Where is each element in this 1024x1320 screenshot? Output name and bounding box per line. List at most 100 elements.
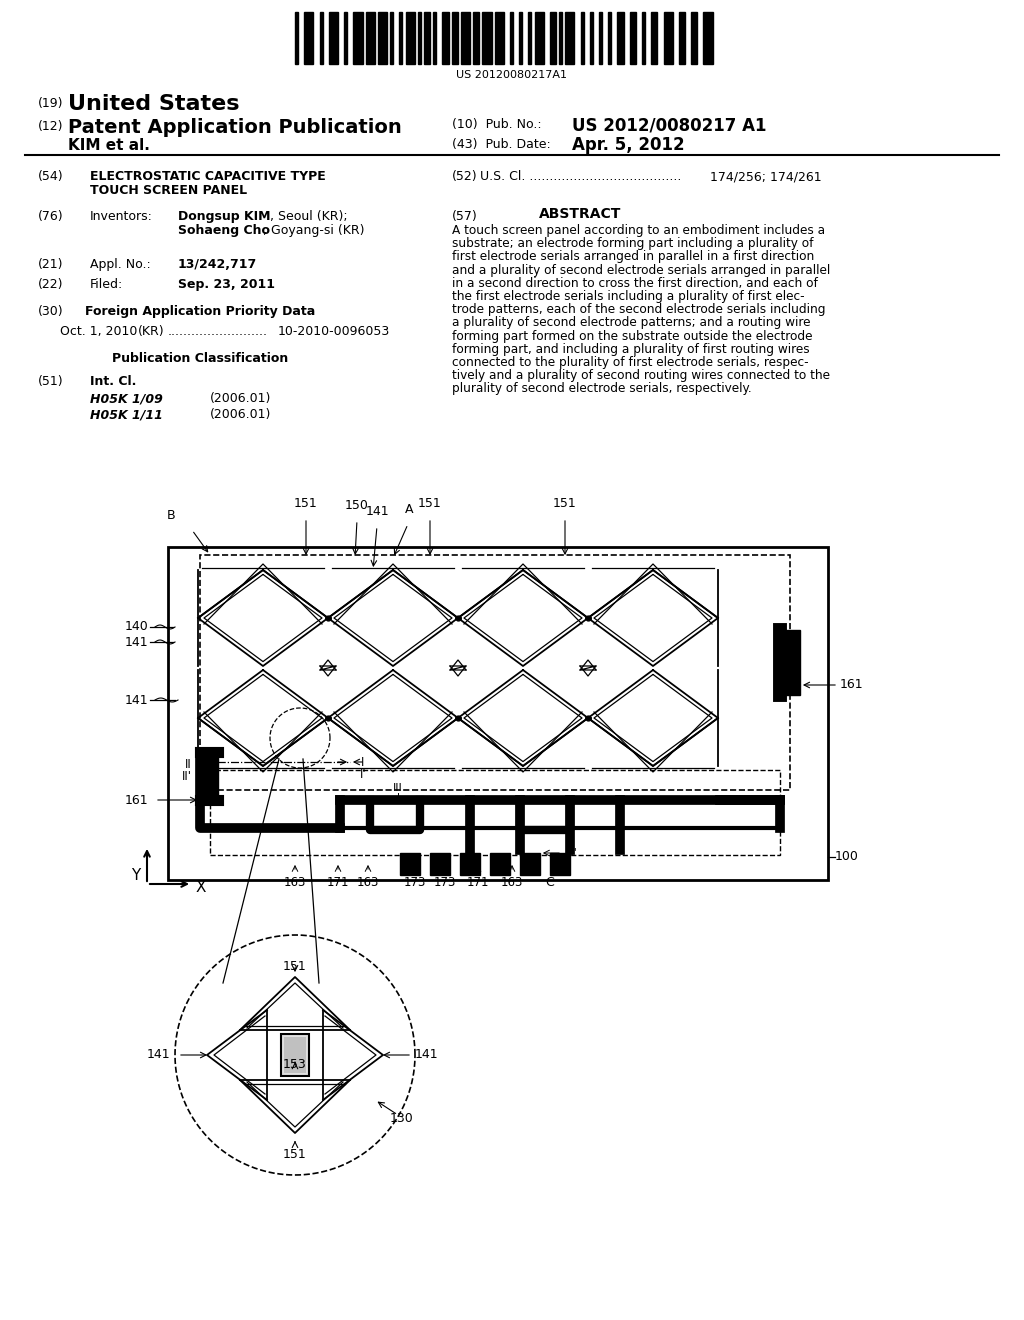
Bar	[679, 12, 685, 63]
Text: TOUCH SCREEN PANEL: TOUCH SCREEN PANEL	[90, 183, 247, 197]
Text: United States: United States	[68, 94, 240, 114]
Text: .........................: .........................	[168, 325, 268, 338]
Text: U.S. Cl. ......................................: U.S. Cl. ...............................…	[480, 170, 681, 183]
Bar	[559, 12, 562, 63]
Bar	[424, 12, 430, 63]
Bar	[490, 853, 510, 875]
Text: 151: 151	[553, 498, 577, 510]
Text: 163: 163	[501, 876, 523, 888]
Text: 151: 151	[294, 498, 317, 510]
Text: (21): (21)	[38, 257, 63, 271]
Bar	[442, 12, 449, 63]
Text: a plurality of second electrode patterns; and a routing wire: a plurality of second electrode patterns…	[452, 317, 811, 330]
Text: 173: 173	[403, 876, 426, 888]
Bar	[210, 770, 780, 855]
Bar	[565, 12, 574, 63]
Text: (52): (52)	[452, 170, 477, 183]
Text: US 20120080217A1: US 20120080217A1	[457, 70, 567, 81]
Text: Apr. 5, 2012: Apr. 5, 2012	[572, 136, 685, 154]
Bar	[281, 1034, 309, 1076]
Text: , Seoul (KR);: , Seoul (KR);	[270, 210, 347, 223]
Bar	[535, 12, 544, 63]
Bar	[353, 12, 362, 63]
Text: 130: 130	[390, 1111, 414, 1125]
Bar	[780, 630, 800, 696]
Text: H05K 1/11: H05K 1/11	[90, 408, 163, 421]
Text: II: II	[185, 758, 193, 771]
Bar	[406, 12, 415, 63]
Text: B: B	[166, 510, 175, 521]
Text: and a plurality of second electrode serials arranged in parallel: and a plurality of second electrode seri…	[452, 264, 830, 277]
Text: US 2012/0080217 A1: US 2012/0080217 A1	[572, 116, 767, 135]
Bar	[329, 12, 338, 63]
Bar	[630, 12, 636, 63]
Bar	[581, 12, 584, 63]
Text: (2006.01): (2006.01)	[210, 408, 271, 421]
Text: A touch screen panel according to an embodiment includes a: A touch screen panel according to an emb…	[452, 224, 825, 238]
Text: I: I	[361, 756, 365, 770]
Bar	[390, 12, 393, 63]
Text: Inventors:: Inventors:	[90, 210, 153, 223]
Text: (57): (57)	[452, 210, 478, 223]
Bar	[651, 12, 657, 63]
Text: (76): (76)	[38, 210, 63, 223]
Bar	[295, 12, 298, 63]
Text: ABSTRACT: ABSTRACT	[539, 207, 622, 220]
Bar	[664, 12, 673, 63]
Text: 10-2010-0096053: 10-2010-0096053	[278, 325, 390, 338]
Bar	[599, 12, 602, 63]
Text: (30): (30)	[38, 305, 63, 318]
Text: C: C	[546, 876, 554, 888]
Bar	[495, 12, 504, 63]
Text: H05K 1/09: H05K 1/09	[90, 392, 163, 405]
Text: Publication Classification: Publication Classification	[112, 352, 288, 366]
Bar	[304, 12, 313, 63]
Bar	[703, 12, 713, 63]
Bar	[200, 752, 218, 800]
Bar	[461, 12, 470, 63]
Bar	[400, 853, 420, 875]
Bar	[519, 12, 522, 63]
Text: connected to the plurality of first electrode serials, respec-: connected to the plurality of first elec…	[452, 356, 809, 370]
Bar	[344, 12, 347, 63]
Bar	[528, 12, 531, 63]
Bar	[319, 12, 323, 63]
Bar	[482, 12, 492, 63]
Bar	[433, 12, 436, 63]
Text: (10)  Pub. No.:: (10) Pub. No.:	[452, 117, 542, 131]
Text: 151: 151	[283, 1148, 307, 1162]
Bar	[510, 12, 513, 63]
Text: (KR): (KR)	[138, 325, 165, 338]
Text: in a second direction to cross the first direction, and each of: in a second direction to cross the first…	[452, 277, 818, 290]
Text: III': III'	[565, 847, 578, 858]
Bar	[284, 1038, 306, 1073]
Text: III: III	[393, 783, 402, 793]
Text: 13/242,717: 13/242,717	[178, 257, 257, 271]
Text: 141: 141	[415, 1048, 438, 1061]
Text: ELECTROSTATIC CAPACITIVE TYPE: ELECTROSTATIC CAPACITIVE TYPE	[90, 170, 326, 183]
Text: 153: 153	[283, 1059, 307, 1071]
Bar	[200, 554, 790, 789]
Bar	[378, 12, 387, 63]
Text: Patent Application Publication: Patent Application Publication	[68, 117, 401, 137]
Text: 141: 141	[366, 506, 389, 517]
Text: 163: 163	[284, 876, 306, 888]
Bar	[617, 12, 624, 63]
Bar	[168, 546, 828, 880]
Text: (2006.01): (2006.01)	[210, 392, 271, 405]
Bar	[642, 12, 645, 63]
Text: 141: 141	[124, 635, 148, 648]
Text: first electrode serials arranged in parallel in a first direction: first electrode serials arranged in para…	[452, 251, 814, 264]
Text: , Goyang-si (KR): , Goyang-si (KR)	[263, 224, 365, 238]
Bar	[550, 853, 570, 875]
Bar	[418, 12, 421, 63]
Text: Oct. 1, 2010: Oct. 1, 2010	[60, 325, 137, 338]
Bar	[452, 12, 458, 63]
Text: 173: 173	[434, 876, 456, 888]
Bar	[550, 12, 556, 63]
Text: the first electrode serials including a plurality of first elec-: the first electrode serials including a …	[452, 290, 805, 304]
Text: 163: 163	[356, 876, 379, 888]
Text: (19): (19)	[38, 96, 63, 110]
Text: 141: 141	[146, 1048, 170, 1061]
Text: A: A	[406, 503, 414, 516]
